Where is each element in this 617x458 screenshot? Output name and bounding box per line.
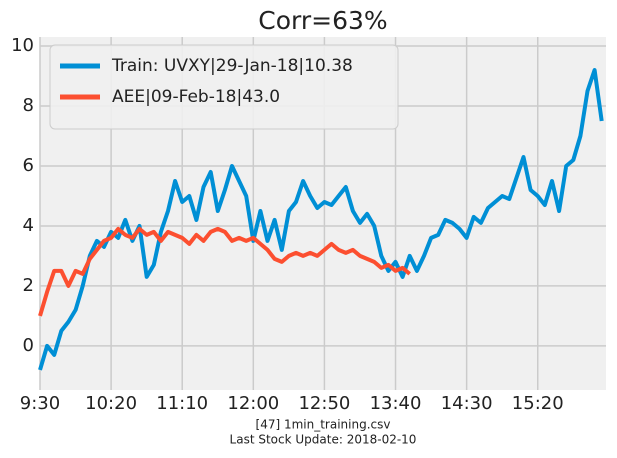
x-tick-label: 14:30	[441, 393, 493, 414]
y-tick-label: 8	[23, 95, 34, 116]
legend-label: Train: UVXY|29-Jan-18|10.38	[111, 56, 353, 76]
chart-title: Corr=63%	[258, 6, 387, 35]
x-tick-label: 11:10	[156, 393, 208, 414]
y-tick-label: 0	[23, 335, 34, 356]
x-tick-label: 12:00	[227, 393, 279, 414]
x-tick-label: 13:40	[370, 393, 422, 414]
legend-box	[49, 44, 399, 130]
footer: Last Stock Update: 2018-02-10	[230, 433, 417, 447]
y-tick-label: 2	[23, 275, 34, 296]
x-tick-label: 12:50	[298, 393, 350, 414]
series-line	[38, 226, 411, 317]
x-tick-label: 10:20	[85, 393, 137, 414]
y-tick-label: 4	[23, 215, 34, 236]
y-tick-label: 10	[11, 35, 34, 56]
footer: [47] 1min_training.csv	[256, 418, 391, 432]
x-tick-label: 15:20	[512, 393, 564, 414]
legend: Train: UVXY|29-Jan-18|10.38 AEE|09-Feb-18…	[49, 44, 399, 130]
lines	[38, 68, 604, 371]
x-tick-label: 9:30	[20, 393, 60, 414]
y-tick-label: 6	[23, 155, 34, 176]
legend-label: AEE|09-Feb-18|43.0	[112, 87, 280, 107]
labels: 0 2 4 6 8 10 9:30 10:20 11:10 12:00 12:50 13:40 14:3…	[11, 35, 564, 414]
